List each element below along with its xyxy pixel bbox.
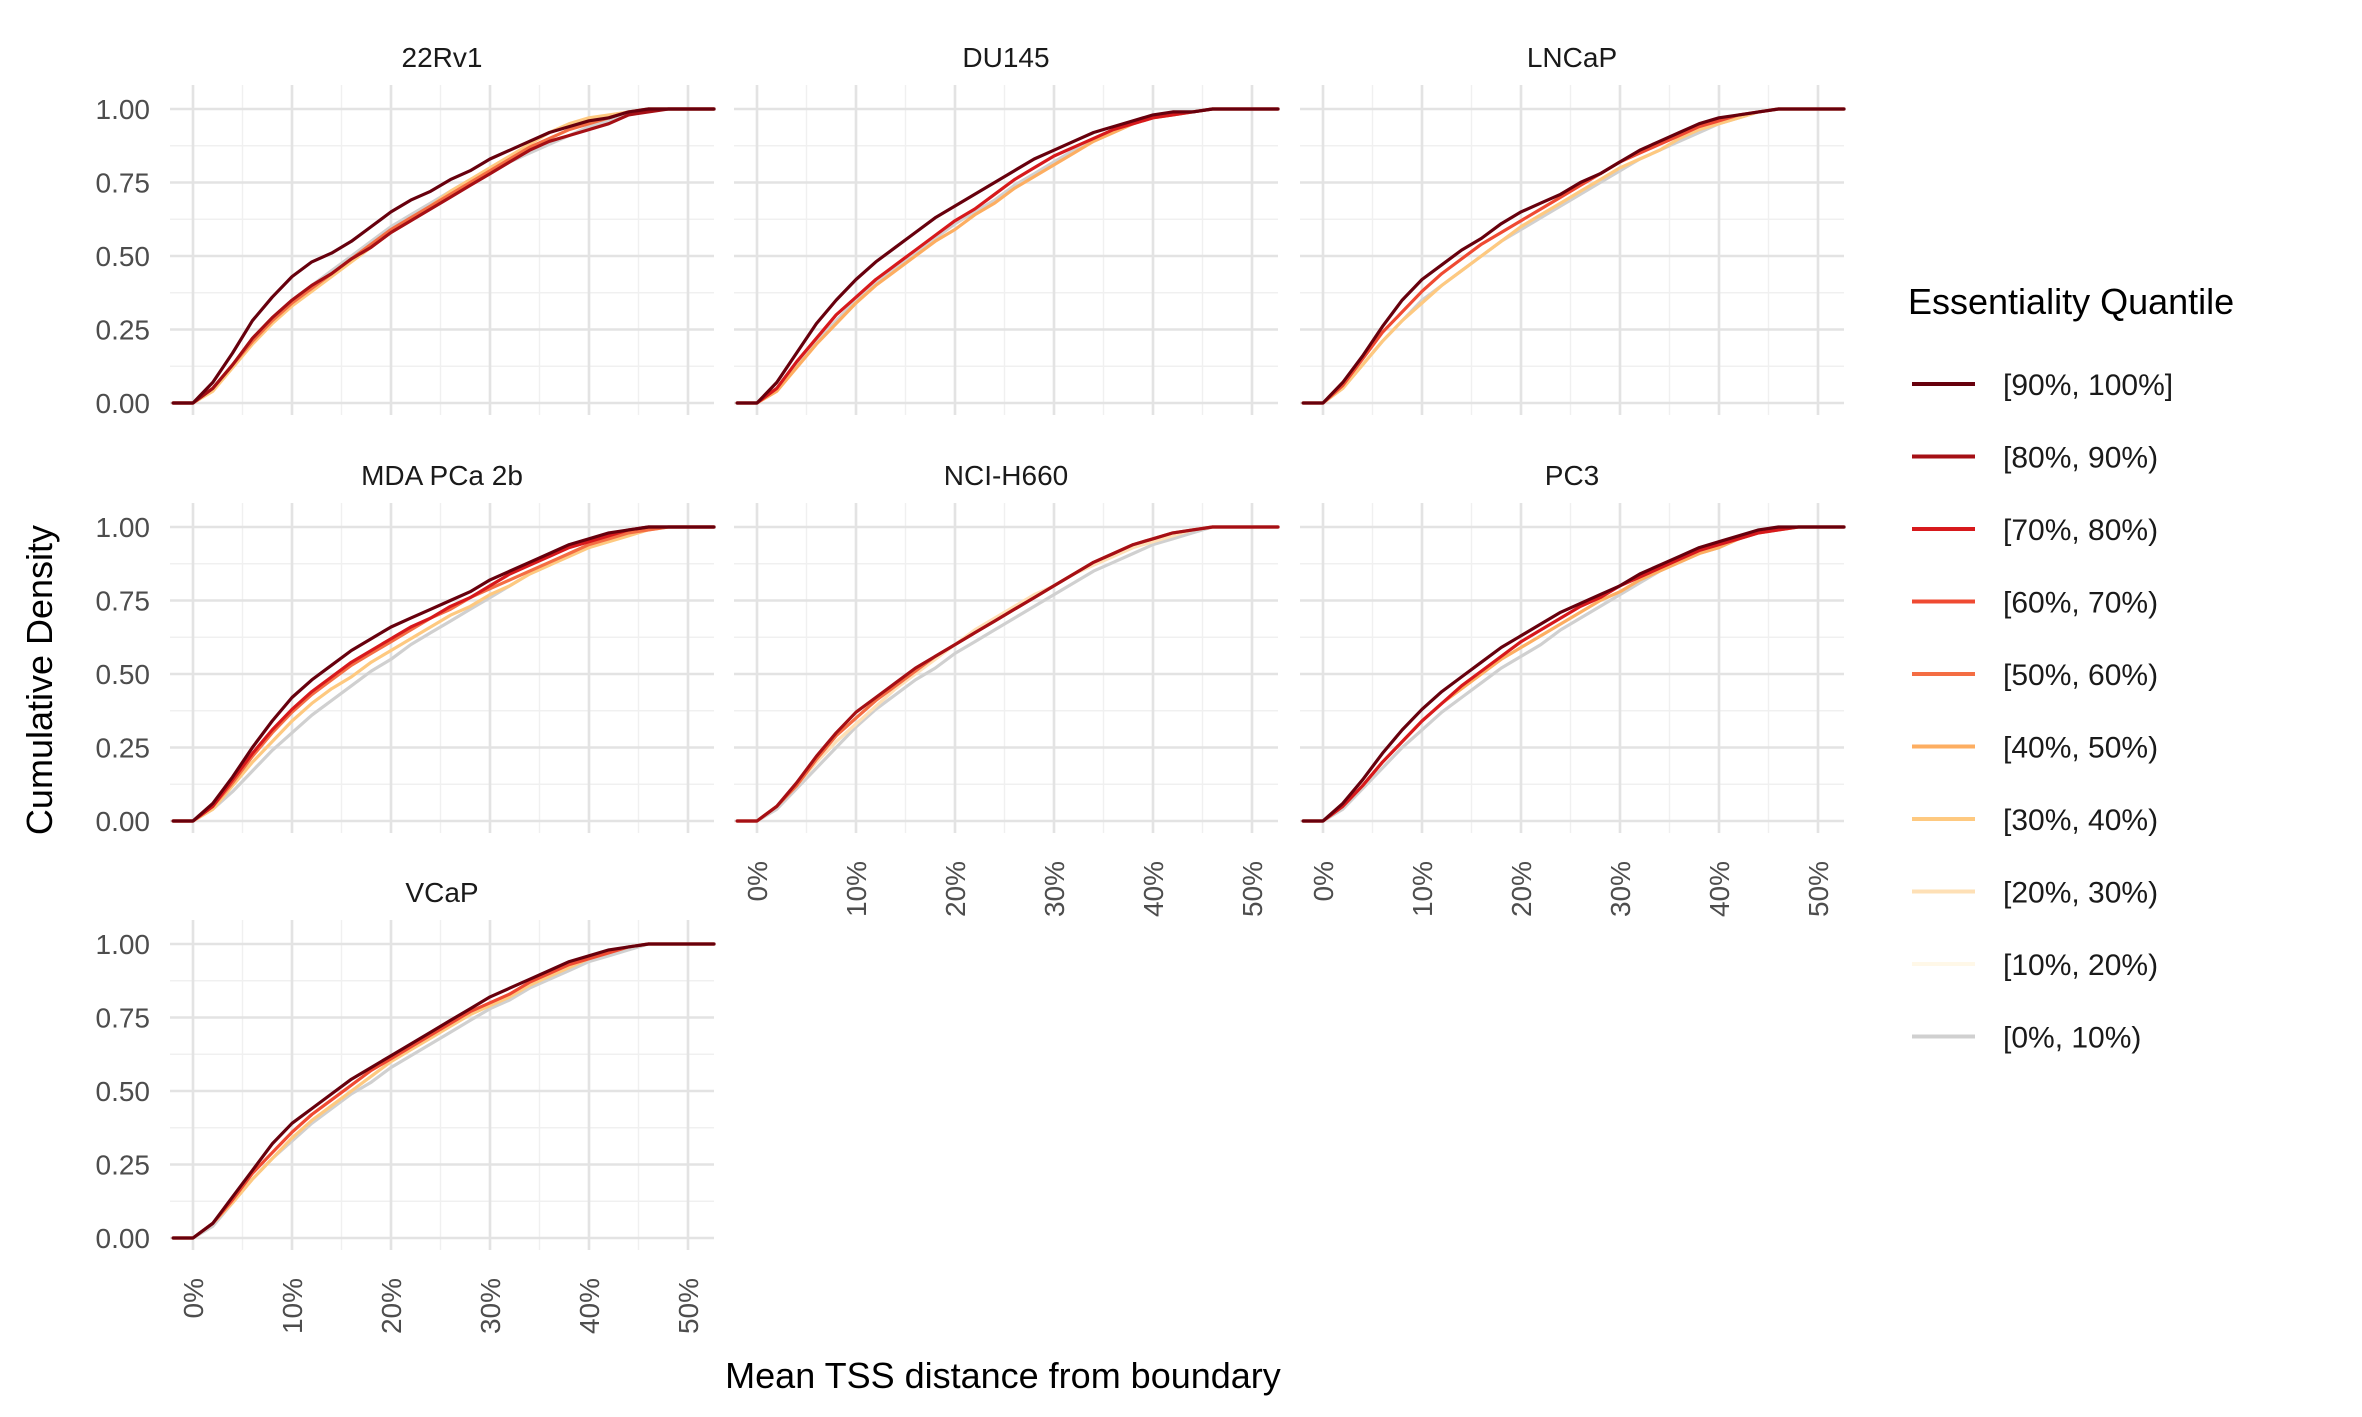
facet-title: MDA PCa 2b — [361, 460, 523, 491]
x-tick-label: 40% — [1138, 861, 1169, 917]
x-tick-label: 0% — [742, 861, 773, 901]
x-tick-label: 0% — [178, 1278, 209, 1318]
legend-label: [50%, 60%) — [2003, 659, 2158, 692]
facet-title: DU145 — [962, 42, 1049, 73]
y-tick-label: 0.25 — [96, 315, 151, 346]
series-line — [1301, 525, 1846, 823]
x-tick-label: 20% — [940, 861, 971, 917]
y-tick-label: 0.75 — [96, 586, 151, 617]
x-tick-label: 20% — [1506, 861, 1537, 917]
x-tick-label: 30% — [1605, 861, 1636, 917]
series-line — [1301, 107, 1846, 405]
series-line — [171, 942, 716, 1240]
panel-gridlines — [170, 85, 714, 415]
legend-label: [0%, 10%) — [2003, 1022, 2141, 1055]
panel-gridlines — [1300, 85, 1844, 415]
panel-gridlines — [170, 503, 714, 833]
x-tick-label: 10% — [1407, 861, 1438, 917]
series-line — [171, 107, 716, 405]
legend-label: [80%, 90%) — [2003, 442, 2158, 475]
y-tick-label: 1.00 — [96, 512, 151, 543]
y-tick-label: 1.00 — [96, 94, 151, 125]
y-tick-label: 0.50 — [96, 659, 151, 690]
y-tick-label: 0.00 — [96, 806, 151, 837]
legend-label: [30%, 40%) — [2003, 804, 2158, 837]
x-tick-label: 30% — [1039, 861, 1070, 917]
facet-title: VCaP — [405, 877, 478, 908]
y-axis-title: Cumulative Density — [19, 525, 60, 835]
y-tick-label: 1.00 — [96, 929, 151, 960]
facet-panels: 22Rv1 0.00 0.25 0.50 0.75 1.00 DU145 LNCaP MDA P… — [96, 42, 1846, 1334]
x-axis-title: Mean TSS distance from boundary — [725, 1355, 1281, 1396]
x-tick-label: 50% — [1803, 861, 1834, 917]
series-line — [1301, 525, 1846, 823]
facet-panel-du145: DU145 — [734, 42, 1280, 415]
x-tick-label: 30% — [475, 1278, 506, 1334]
facet-panel-mda-pca-2b: MDA PCa 2b 0.00 0.25 0.50 0.75 1.00 — [96, 460, 716, 837]
legend-label: [60%, 70%) — [2003, 587, 2158, 620]
legend-label: [20%, 30%) — [2003, 877, 2158, 910]
y-tick-label: 0.25 — [96, 1150, 151, 1181]
facet-panel-lncap: LNCaP — [1300, 42, 1846, 415]
y-tick-label: 0.00 — [96, 1223, 151, 1254]
legend-label: [40%, 50%) — [2003, 732, 2158, 765]
y-tick-label: 0.75 — [96, 1003, 151, 1034]
panel-gridlines — [734, 85, 1278, 415]
legend: Essentiality Quantile [90%, 100%] [80%, 9… — [1908, 281, 2234, 1055]
facet-panel-22rv1: 22Rv1 0.00 0.25 0.50 0.75 1.00 — [96, 42, 716, 419]
panel-gridlines — [1300, 503, 1844, 833]
facet-title: PC3 — [1545, 460, 1599, 491]
x-tick-label: 10% — [841, 861, 872, 917]
legend-items: [90%, 100%] [80%, 90%) [70%, 80%) [60%, 70%… — [1912, 369, 2173, 1055]
panel-gridlines — [734, 503, 1278, 833]
x-tick-label: 50% — [673, 1278, 704, 1334]
facet-panel-nci-h660: NCI-H660 0% 10% 20% 30% 40% 50% — [734, 460, 1280, 917]
panel-gridlines — [170, 920, 714, 1250]
facet-title: NCI-H660 — [944, 460, 1068, 491]
legend-title: Essentiality Quantile — [1908, 281, 2234, 322]
series-line — [171, 107, 716, 405]
legend-label: [10%, 20%) — [2003, 949, 2158, 982]
y-tick-label: 0.75 — [96, 168, 151, 199]
series-line — [171, 525, 716, 823]
x-tick-label: 0% — [1308, 861, 1339, 901]
series-line — [171, 525, 716, 823]
legend-label: [90%, 100%] — [2003, 369, 2173, 402]
x-tick-label: 50% — [1237, 861, 1268, 917]
facet-panel-vcap: VCaP 0.00 0.25 0.50 0.75 1.00 0% 10% 20% 30% 40% 50… — [96, 877, 716, 1334]
legend-label: [70%, 80%) — [2003, 514, 2158, 547]
y-tick-label: 0.50 — [96, 241, 151, 272]
x-tick-label: 40% — [574, 1278, 605, 1334]
y-tick-label: 0.25 — [96, 733, 151, 764]
facet-title: 22Rv1 — [402, 42, 483, 73]
facet-title: LNCaP — [1527, 42, 1617, 73]
series-line — [735, 107, 1280, 405]
y-tick-label: 0.50 — [96, 1076, 151, 1107]
x-tick-label: 40% — [1704, 861, 1735, 917]
x-tick-label: 20% — [376, 1278, 407, 1334]
series-line — [735, 525, 1280, 823]
y-tick-label: 0.00 — [96, 388, 151, 419]
series-line — [735, 525, 1280, 823]
x-tick-label: 10% — [277, 1278, 308, 1334]
facet-panel-pc3: PC3 0% 10% 20% 30% 40% 50% — [1300, 460, 1846, 917]
